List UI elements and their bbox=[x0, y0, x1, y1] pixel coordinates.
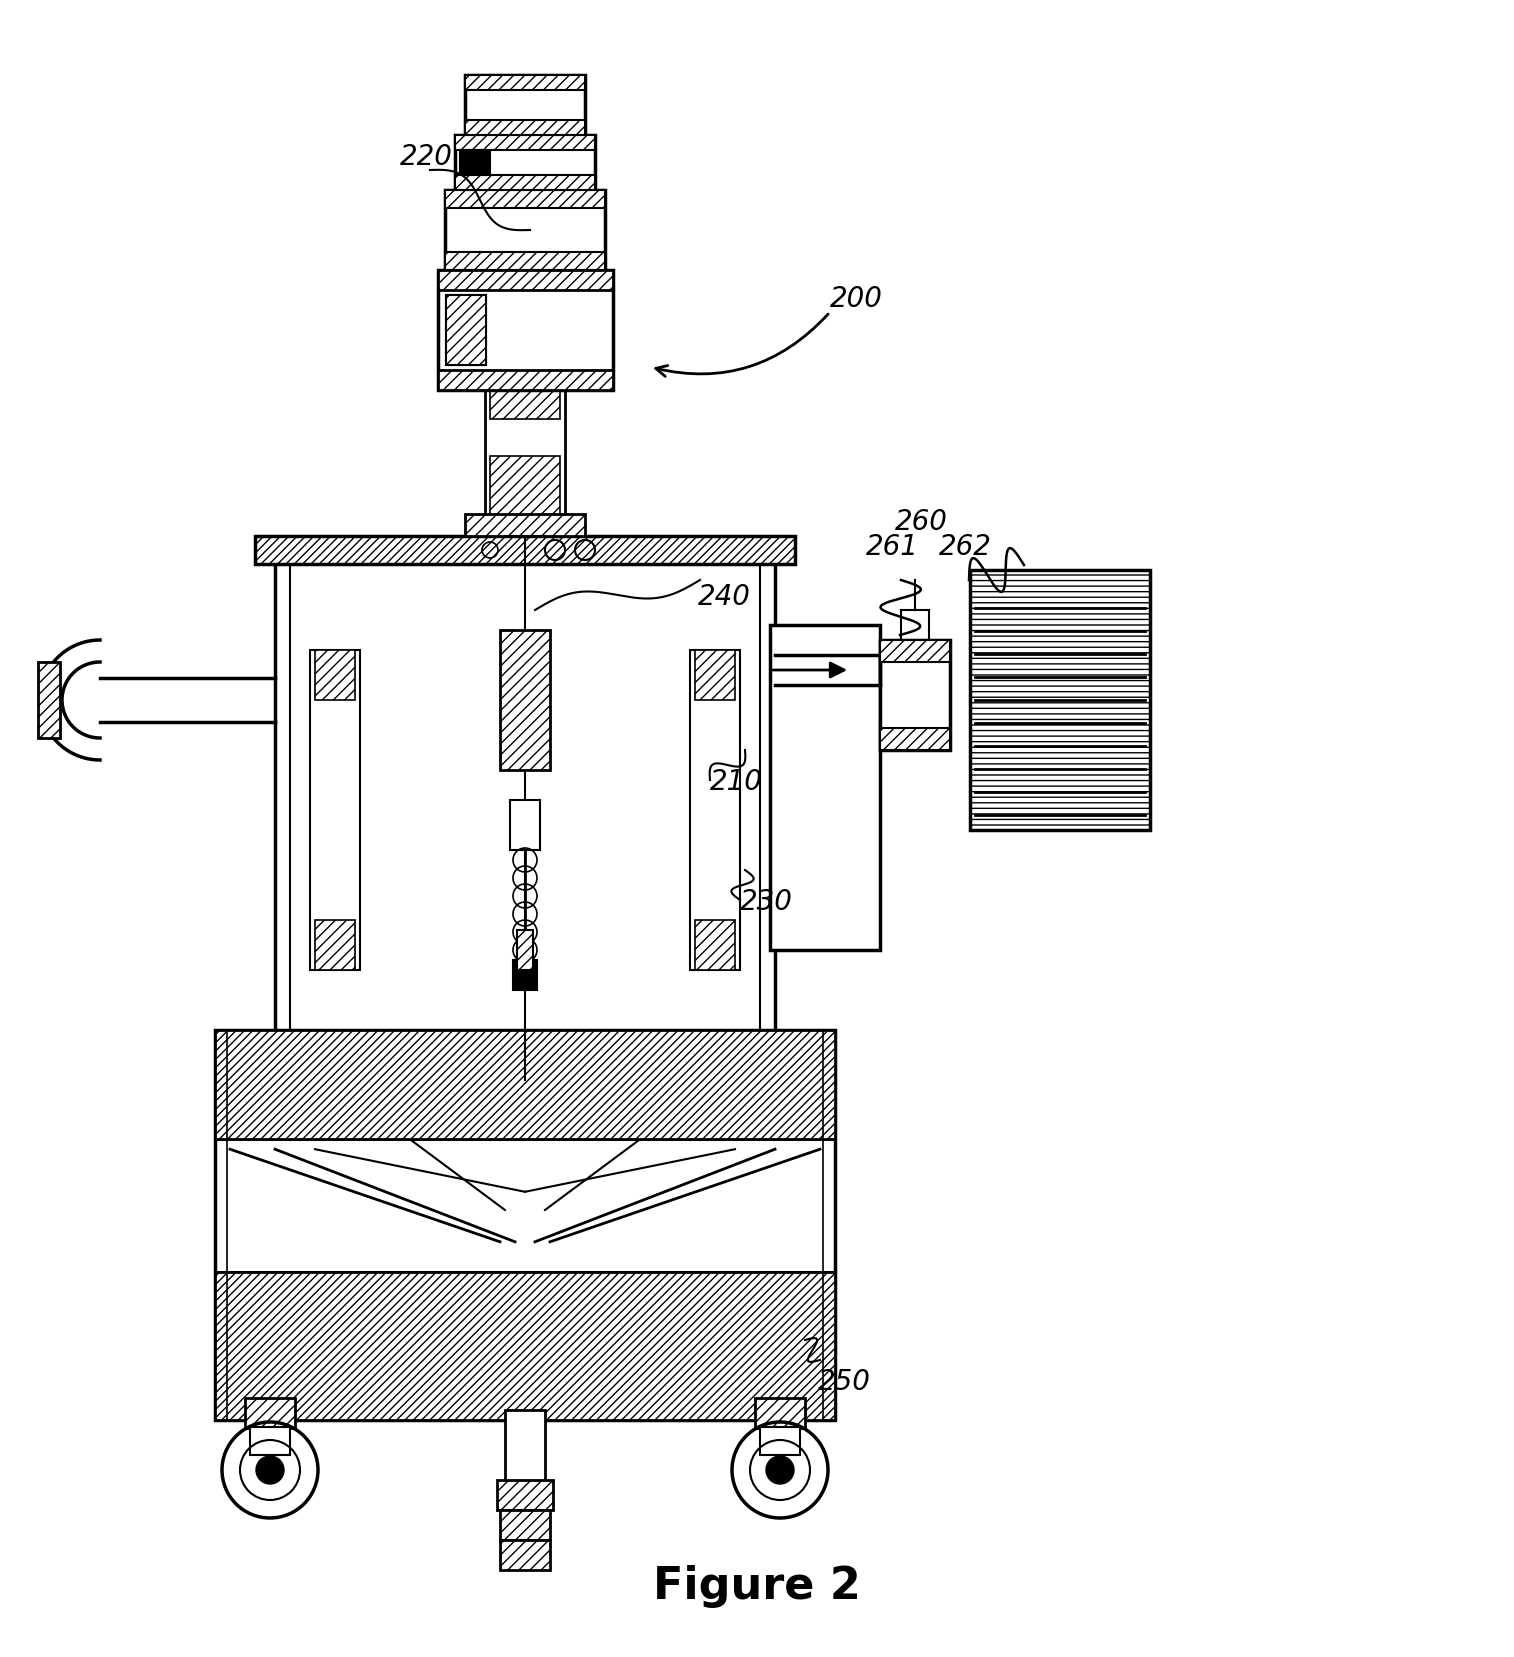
Bar bbox=[215, 1031, 836, 1140]
Bar bbox=[310, 650, 360, 969]
Bar bbox=[880, 640, 949, 751]
Text: Figure 2: Figure 2 bbox=[653, 1566, 861, 1609]
Text: 210: 210 bbox=[710, 767, 763, 795]
Bar bbox=[460, 151, 491, 176]
Text: 261: 261 bbox=[866, 534, 919, 562]
Bar bbox=[760, 1427, 799, 1455]
Bar bbox=[695, 650, 734, 699]
Text: 250: 250 bbox=[818, 1369, 871, 1395]
Bar bbox=[465, 75, 584, 134]
Bar bbox=[215, 1273, 836, 1420]
Bar bbox=[880, 640, 949, 663]
Bar bbox=[445, 252, 606, 270]
Bar bbox=[500, 1539, 550, 1569]
Text: 260: 260 bbox=[895, 509, 948, 535]
Bar bbox=[465, 514, 584, 535]
Polygon shape bbox=[276, 1051, 775, 1229]
Bar bbox=[484, 389, 565, 535]
Bar bbox=[491, 456, 560, 535]
Bar bbox=[456, 134, 595, 151]
Bar bbox=[438, 270, 613, 389]
Bar bbox=[690, 650, 740, 969]
Bar bbox=[970, 570, 1151, 830]
Bar bbox=[315, 650, 354, 699]
Bar bbox=[276, 550, 775, 1051]
Bar bbox=[215, 1031, 836, 1420]
Bar bbox=[245, 1399, 295, 1428]
Bar bbox=[510, 800, 540, 850]
Text: 200: 200 bbox=[830, 285, 883, 313]
Bar bbox=[254, 535, 795, 563]
Bar bbox=[465, 75, 584, 89]
Bar bbox=[38, 663, 61, 737]
Bar bbox=[465, 119, 584, 134]
Text: 220: 220 bbox=[400, 143, 453, 171]
Bar bbox=[250, 1427, 291, 1455]
Bar bbox=[445, 295, 486, 365]
Bar bbox=[491, 389, 560, 419]
Bar bbox=[497, 1480, 553, 1510]
Bar bbox=[880, 727, 949, 751]
Bar bbox=[456, 134, 595, 191]
Circle shape bbox=[256, 1457, 285, 1485]
Bar bbox=[438, 370, 613, 389]
Bar bbox=[445, 191, 606, 209]
Bar bbox=[438, 270, 613, 290]
Bar bbox=[445, 191, 606, 270]
Bar bbox=[506, 1410, 545, 1519]
Circle shape bbox=[766, 1457, 793, 1485]
Bar bbox=[695, 920, 734, 969]
Bar bbox=[513, 959, 537, 989]
Bar bbox=[456, 176, 595, 191]
Bar bbox=[500, 1510, 550, 1539]
Bar bbox=[771, 625, 880, 949]
Bar bbox=[755, 1399, 805, 1428]
Bar bbox=[500, 630, 550, 771]
Bar bbox=[516, 930, 533, 969]
Bar bbox=[315, 920, 354, 969]
Text: 230: 230 bbox=[740, 888, 793, 916]
Text: 262: 262 bbox=[939, 534, 992, 562]
Bar bbox=[445, 295, 486, 365]
Text: 240: 240 bbox=[698, 583, 751, 611]
